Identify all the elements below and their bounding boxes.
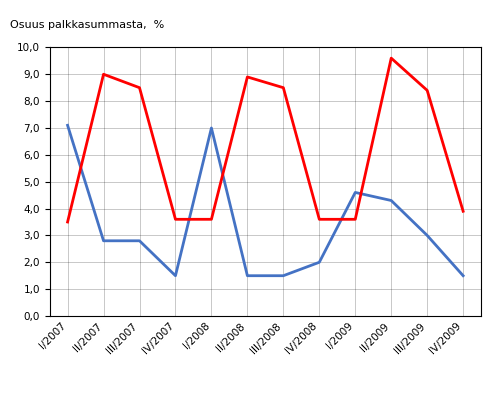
Muut kertaluonteiset  erät xyxy=(388,56,394,60)
Muut kertaluonteiset  erät xyxy=(424,88,430,93)
Text: Osuus palkkasummasta,  %: Osuus palkkasummasta, % xyxy=(10,20,164,30)
Tulospalkkiot xyxy=(101,239,107,243)
Muut kertaluonteiset  erät xyxy=(136,85,142,90)
Tulospalkkiot xyxy=(136,239,142,243)
Muut kertaluonteiset  erät xyxy=(64,220,70,224)
Tulospalkkiot xyxy=(64,123,70,128)
Tulospalkkiot xyxy=(208,126,214,130)
Line: Muut kertaluonteiset  erät: Muut kertaluonteiset erät xyxy=(67,58,463,222)
Tulospalkkiot xyxy=(316,260,322,265)
Tulospalkkiot xyxy=(352,190,358,195)
Muut kertaluonteiset  erät xyxy=(208,217,214,222)
Tulospalkkiot xyxy=(424,233,430,238)
Tulospalkkiot xyxy=(460,273,466,278)
Muut kertaluonteiset  erät xyxy=(101,72,107,77)
Muut kertaluonteiset  erät xyxy=(173,217,179,222)
Muut kertaluonteiset  erät xyxy=(316,217,322,222)
Tulospalkkiot xyxy=(388,198,394,203)
Tulospalkkiot xyxy=(245,273,250,278)
Muut kertaluonteiset  erät xyxy=(280,85,286,90)
Tulospalkkiot xyxy=(173,273,179,278)
Tulospalkkiot xyxy=(280,273,286,278)
Muut kertaluonteiset  erät xyxy=(352,217,358,222)
Line: Tulospalkkiot: Tulospalkkiot xyxy=(67,125,463,276)
Muut kertaluonteiset  erät xyxy=(460,209,466,214)
Muut kertaluonteiset  erät xyxy=(245,75,250,79)
